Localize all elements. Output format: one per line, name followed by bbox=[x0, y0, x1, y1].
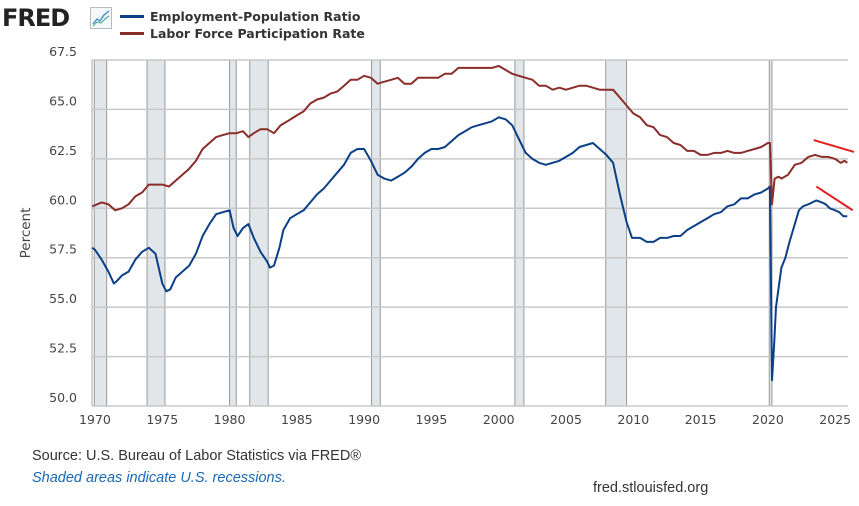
trend-annotation-line bbox=[815, 185, 854, 212]
recession-note: Shaded areas indicate U.S. recessions. bbox=[32, 470, 286, 486]
recession-band bbox=[605, 59, 628, 407]
x-tick-label: 2020 bbox=[752, 412, 784, 427]
y-tick-label: 67.5 bbox=[49, 44, 77, 59]
y-tick-label: 57.5 bbox=[49, 242, 77, 257]
x-tick-label: 1970 bbox=[79, 412, 111, 427]
y-tick-label: 50.0 bbox=[49, 390, 77, 405]
fred-logo[interactable]: FRED bbox=[2, 4, 70, 32]
legend-swatch bbox=[120, 32, 144, 35]
recession-band bbox=[146, 59, 166, 407]
x-tick-label: 1985 bbox=[281, 412, 313, 427]
x-tick-label: 2015 bbox=[685, 412, 717, 427]
emp-pop-ratio-line bbox=[91, 116, 848, 382]
legend-item-lfpr: Labor Force Participation Rate bbox=[120, 25, 365, 42]
legend-label: Employment-Population Ratio bbox=[150, 9, 361, 24]
chart-legend: Employment-Population Ratio Labor Force … bbox=[120, 8, 365, 42]
recession-band bbox=[371, 59, 381, 407]
recession-band bbox=[514, 59, 525, 407]
y-tick-label: 62.5 bbox=[49, 143, 77, 158]
x-tick-label: 2000 bbox=[483, 412, 515, 427]
legend-label: Labor Force Participation Rate bbox=[150, 26, 365, 41]
x-tick-label: 1995 bbox=[416, 412, 448, 427]
trend-annotation-line bbox=[813, 139, 855, 153]
line-chart: 50.0 52.5 55.0 57.5 60.0 62.5 65.0 67.5 1970 1975… bbox=[18, 44, 855, 427]
source-text: Source: U.S. Bureau of Labor Statistics … bbox=[32, 448, 362, 464]
y-tick-label: 60.0 bbox=[49, 192, 77, 207]
legend-swatch bbox=[120, 15, 144, 18]
fred-url[interactable]: fred.stlouisfed.org bbox=[593, 480, 709, 496]
y-axis-label: Percent bbox=[18, 208, 34, 259]
x-tick-label: 2025 bbox=[819, 412, 851, 427]
x-tick-label: 1975 bbox=[146, 412, 178, 427]
y-tick-label: 65.0 bbox=[49, 93, 77, 108]
chart-line-icon bbox=[90, 7, 112, 29]
y-tick-label: 55.0 bbox=[49, 291, 77, 306]
lfpr-line bbox=[91, 64, 848, 212]
legend-item-emp-pop: Employment-Population Ratio bbox=[120, 8, 365, 25]
recession-band bbox=[93, 59, 108, 407]
x-tick-label: 1980 bbox=[214, 412, 246, 427]
x-tick-label: 2005 bbox=[550, 412, 582, 427]
y-tick-label: 52.5 bbox=[49, 341, 77, 356]
x-tick-label: 1990 bbox=[348, 412, 380, 427]
x-tick-label: 2010 bbox=[617, 412, 649, 427]
